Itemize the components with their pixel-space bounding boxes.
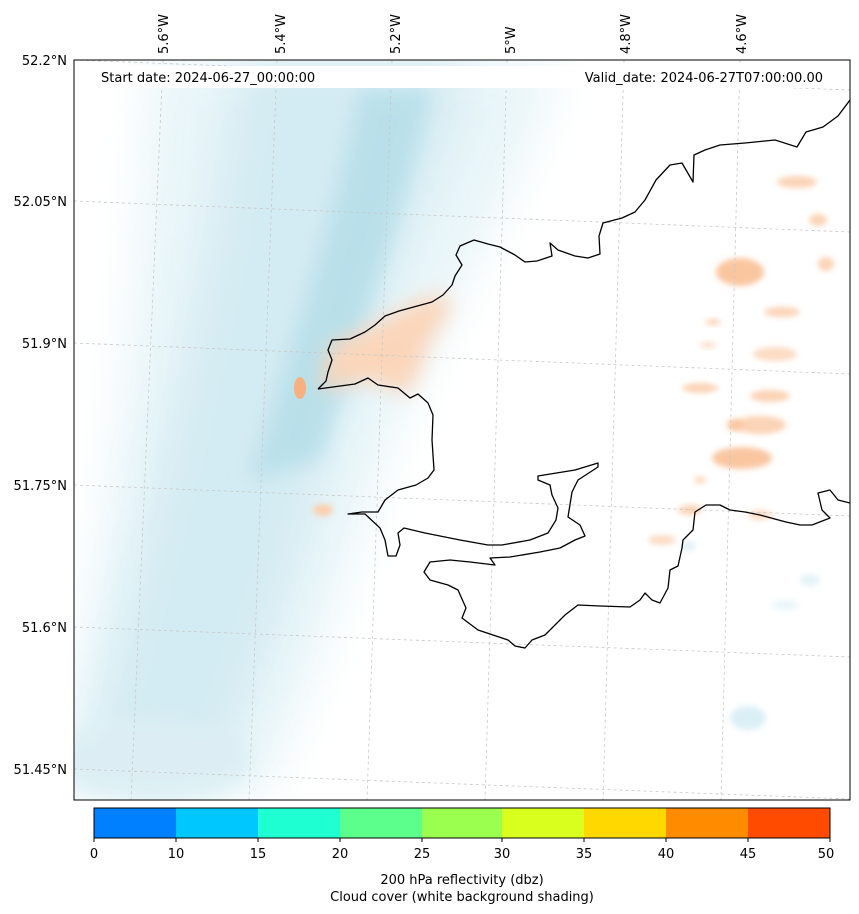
- lat-label-52.2N: 52.2°N: [22, 54, 67, 69]
- coastlines: [317, 99, 850, 649]
- coastline-peninsula-south: [317, 377, 850, 649]
- reflectivity-cell-15: [705, 319, 721, 325]
- map-frame: [73, 59, 851, 801]
- colorbar-tick-label: 0: [90, 847, 98, 862]
- valid-date-label: Valid_date: 2024-06-27T07:00:00.00: [585, 71, 823, 86]
- reflectivity-cell-6: [753, 347, 797, 361]
- reflectivity-cell-17: [694, 476, 706, 484]
- colorbar-tick-label: 30: [494, 847, 511, 862]
- colorbar-tick-label: 50: [818, 847, 835, 862]
- lon-label-5.4W: 5.4°W: [274, 14, 289, 54]
- colorbar-label-reflectivity: 200 hPa reflectivity (dbz): [380, 873, 543, 888]
- reflectivity-cell-4: [818, 257, 834, 271]
- reflectivity-cell-16: [700, 342, 716, 348]
- header-strip: [78, 66, 823, 88]
- colorbar-label-cloud-cover: Cloud cover (white background shading): [330, 890, 594, 905]
- lat-label-51.9N: 51.9°N: [22, 337, 67, 352]
- longitude-labels: 5.6°W 5.4°W 5.2°W 5°W 4.8°W 4.6°W: [157, 14, 750, 54]
- reflectivity-cell-7: [682, 383, 718, 393]
- colorbar-tick-label: 15: [250, 847, 267, 862]
- lat-label-51.45N: 51.45°N: [14, 763, 67, 778]
- lon-label-5.2W: 5.2°W: [389, 14, 404, 54]
- lon-label-5W: 5°W: [504, 26, 519, 54]
- colorbar-segment: [422, 808, 502, 838]
- reflectivity-cell-west: [294, 377, 306, 399]
- colorbar-segment: [340, 808, 422, 838]
- reflectivity-cell-2: [809, 214, 827, 226]
- cloud-patch-east-2: [800, 574, 820, 586]
- reflectivity-cell-14: [648, 535, 676, 545]
- cloud-patch-east: [730, 706, 766, 730]
- colorbar-tick-label: 10: [168, 847, 185, 862]
- colorbar-segment: [94, 808, 176, 838]
- colorbar-tick-label: 20: [332, 847, 349, 862]
- colorbar-tick-label: 45: [740, 847, 757, 862]
- reflectivity-cell-3: [716, 258, 764, 286]
- colorbar-segment: [258, 808, 340, 838]
- colorbar-outline: [93, 807, 831, 839]
- colorbar-segment: [176, 808, 258, 838]
- latitude-labels: 52.2°N 52.05°N 51.9°N 51.75°N 51.6°N 51.…: [14, 54, 67, 778]
- lon-label-4.6W: 4.6°W: [735, 14, 750, 54]
- reflectivity-cell-8: [750, 390, 790, 402]
- reflectivity-cell-10: [712, 447, 772, 469]
- reflectivity-peninsula: [320, 292, 450, 395]
- colorbar-tick-label: 35: [576, 847, 593, 862]
- reflectivity-cell-1: [777, 176, 817, 188]
- cloud-patch-east-3: [680, 541, 696, 551]
- lat-label-51.6N: 51.6°N: [22, 621, 67, 636]
- colorbar-segment: [666, 808, 748, 838]
- colorbar-segment: [502, 808, 584, 838]
- colorbar-tick-labels: 0 10 15 20 25 30 35 40 45 50: [90, 847, 834, 862]
- cloud-patch-south: [74, 720, 250, 800]
- colorbar-segment: [584, 808, 666, 838]
- reflectivity-cell-sea: [313, 504, 333, 516]
- start-date-label: Start date: 2024-06-27_00:00:00: [101, 71, 315, 86]
- reflectivity-shading: [294, 176, 834, 545]
- colorbar-segment: [748, 808, 830, 838]
- reflectivity-cell-12: [678, 505, 702, 515]
- lat-label-52.05N: 52.05°N: [14, 195, 67, 210]
- reflectivity-cell-11: [727, 419, 743, 431]
- reflectivity-cell-9: [734, 416, 786, 434]
- lat-label-51.75N: 51.75°N: [14, 479, 67, 494]
- lon-label-5.6W: 5.6°W: [157, 14, 172, 54]
- colorbar-tick-marks: [93, 838, 831, 842]
- colorbar: 0 10 15 20 25 30 35 40 45 50 200 hPa ref…: [90, 807, 834, 905]
- cloud-patch-east-4: [771, 600, 799, 610]
- colorbar-segments: [94, 808, 830, 838]
- lon-label-4.8W: 4.8°W: [619, 14, 634, 54]
- reflectivity-cell-5: [764, 307, 800, 317]
- colorbar-tick-label: 25: [414, 847, 431, 862]
- coastline-north: [317, 99, 850, 390]
- colorbar-tick-label: 40: [658, 847, 675, 862]
